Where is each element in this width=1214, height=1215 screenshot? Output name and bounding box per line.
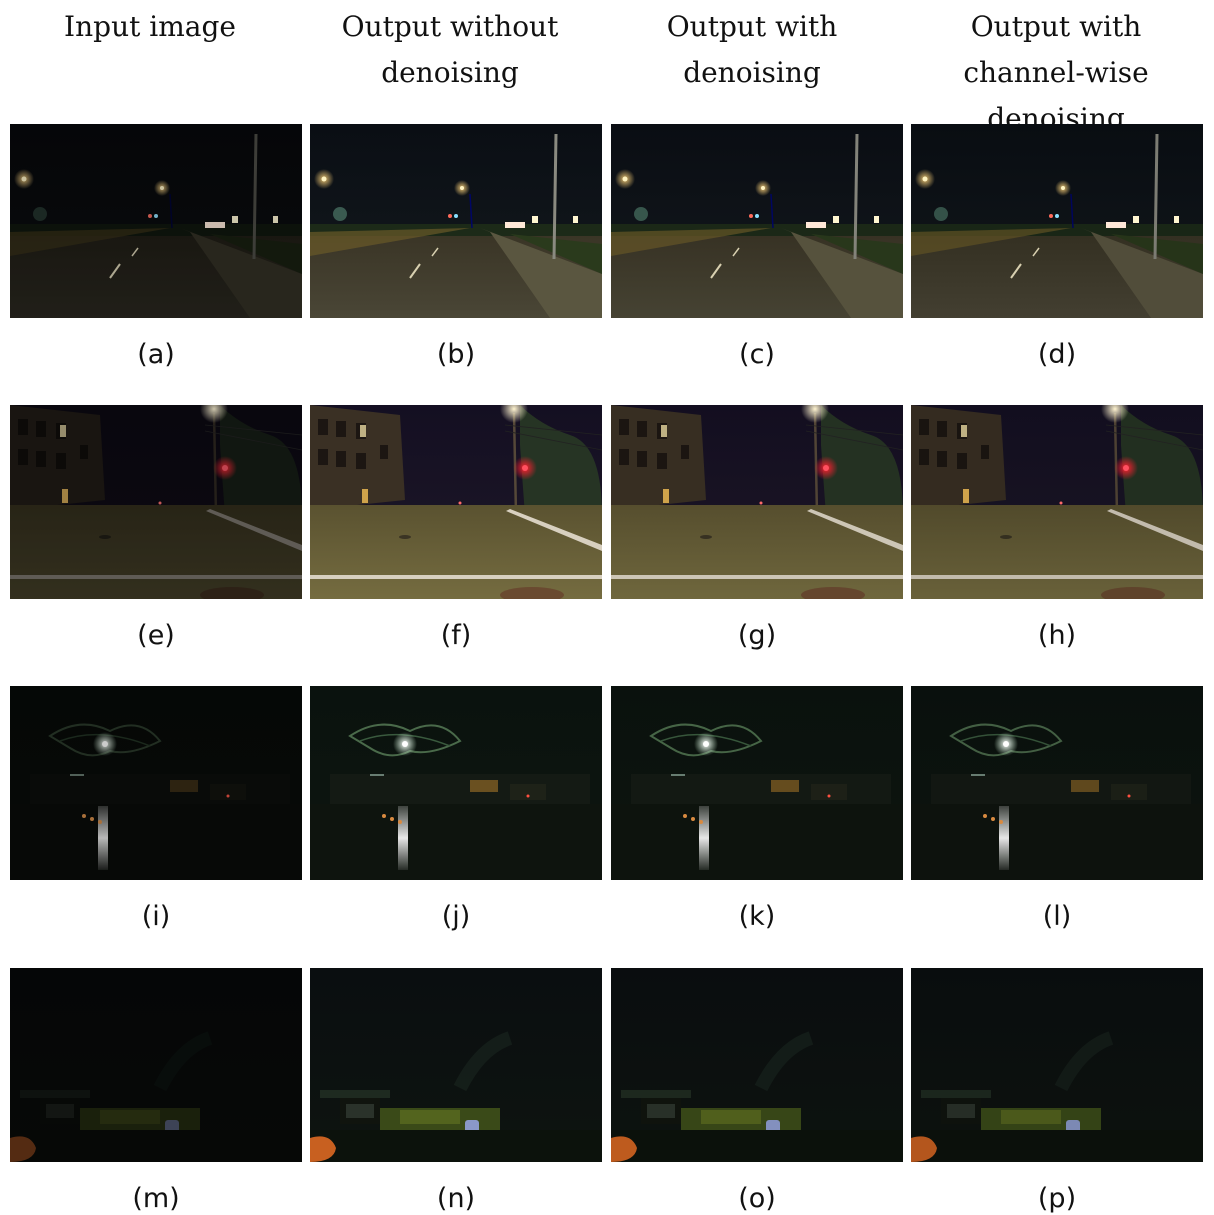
figure-panel-street-streetlights (911, 124, 1203, 318)
figure-panel-dark-driveway-orange-car (310, 968, 602, 1162)
column-heading-input: Input image (0, 4, 300, 50)
figure-panel-intersection-red-light (911, 405, 1203, 599)
figure-panel-street-streetlights (310, 124, 602, 318)
figure-panel-wet-road-green-light (10, 686, 302, 880)
panel-caption: (a) (137, 339, 175, 370)
panel-caption: (k) (738, 901, 776, 932)
panel-caption: (e) (137, 620, 175, 651)
panel-caption: (o) (738, 1183, 776, 1214)
column-heading-line: channel-wise denoising (963, 56, 1149, 135)
figure-panel-intersection-red-light (611, 405, 903, 599)
panel-caption: (l) (1042, 901, 1072, 932)
panel-caption: (m) (132, 1183, 180, 1214)
panel-caption: (d) (1037, 339, 1077, 370)
column-heading-line: Output with (666, 10, 838, 43)
figure-panel-intersection-red-light (310, 405, 602, 599)
panel-caption: (j) (441, 901, 471, 932)
panel-caption: (p) (1037, 1183, 1077, 1214)
figure-panel-dark-driveway-orange-car (911, 968, 1203, 1162)
column-heading-line: Input image (64, 10, 236, 43)
panel-caption: (f) (440, 620, 472, 651)
figure-panel-dark-driveway-orange-car (10, 968, 302, 1162)
panel-caption: (n) (436, 1183, 476, 1214)
column-heading-line: denoising (683, 56, 821, 89)
panel-caption: (h) (1037, 620, 1077, 651)
figure-panel-wet-road-green-light (310, 686, 602, 880)
column-heading-line: Output without (341, 10, 559, 43)
panel-caption: (g) (737, 620, 777, 651)
figure-panel-street-streetlights (10, 124, 302, 318)
column-heading-line: denoising (381, 56, 519, 89)
column-heading-without-denoising: Output without denoising (300, 4, 600, 96)
column-heading-channel-wise-denoising: Output with channel-wise denoising (906, 4, 1206, 142)
figure-panel-intersection-red-light (10, 405, 302, 599)
figure-panel-dark-driveway-orange-car (611, 968, 903, 1162)
panel-caption: (c) (739, 339, 775, 370)
column-heading-with-denoising: Output with denoising (602, 4, 902, 96)
panel-caption: (i) (141, 901, 171, 932)
figure-panel-street-streetlights (611, 124, 903, 318)
column-heading-line: Output with (970, 10, 1142, 43)
figure-panel-wet-road-green-light (611, 686, 903, 880)
figure-panel-wet-road-green-light (911, 686, 1203, 880)
panel-caption: (b) (436, 339, 476, 370)
